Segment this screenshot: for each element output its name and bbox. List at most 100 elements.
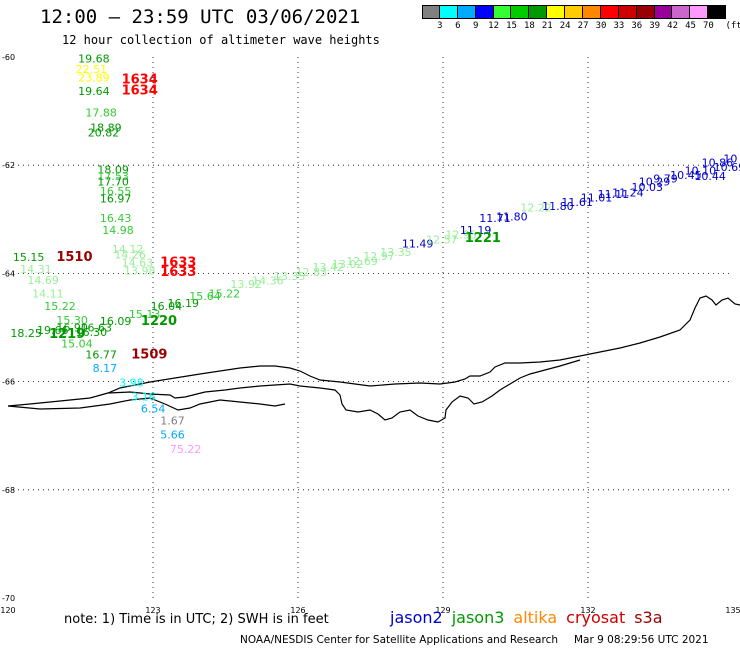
color-swatch — [672, 5, 691, 19]
color-scale-label: 21 — [541, 21, 553, 31]
color-swatch — [547, 5, 566, 19]
wave-height-label: 12.69 — [346, 255, 378, 268]
wave-height-label: 10.69 — [714, 161, 740, 174]
wave-height-label: 13.02 — [332, 258, 364, 271]
antarctic-coastline — [7, 295, 740, 423]
graticule-grid — [8, 57, 733, 598]
wave-height-label: 18.89 — [90, 121, 122, 134]
color-scale-label: 18 — [523, 21, 535, 31]
wave-height-label: 15.30 — [56, 314, 87, 327]
color-swatch — [439, 5, 458, 19]
wave-height-label: 18.09 — [97, 164, 128, 177]
color-scale-label: 30 — [595, 21, 607, 31]
wave-height-label: 11.01 — [581, 192, 613, 205]
color-scale-label: 27 — [577, 21, 589, 31]
wave-height-label: 22.51 — [76, 63, 108, 76]
wave-height-label: 16.55 — [100, 185, 132, 198]
color-swatch — [457, 5, 476, 19]
pass-time-label: 1221 — [465, 231, 501, 246]
wave-height-label: 14.31 — [20, 263, 52, 276]
color-swatch — [690, 5, 709, 19]
lat-tick-label: -60 — [2, 53, 15, 62]
wave-height-label: 10.03 — [632, 181, 664, 194]
color-scale-label: 9 — [472, 21, 479, 31]
wave-height-label: 10 — [723, 153, 737, 166]
wave-height-label: 11.80 — [542, 200, 574, 213]
lat-tick-label: -64 — [2, 269, 15, 278]
wave-height-label: 11.80 — [496, 211, 527, 224]
wave-height-label: 16.90 — [56, 322, 87, 335]
ice-shelf-path — [107, 359, 581, 423]
color-scale-bar — [422, 5, 727, 19]
wave-height-label: 11.61 — [561, 196, 593, 209]
pass-time-label: 1634 — [122, 84, 158, 99]
wave-height-label: 3.98 — [119, 377, 143, 390]
lon-tick-label: 132 — [580, 606, 595, 615]
wave-height-label: 16.63 — [81, 322, 113, 335]
color-swatch — [493, 5, 512, 19]
wave-height-label: 11.71 — [479, 212, 511, 225]
wave-height-label: 23.89 — [78, 72, 110, 85]
wave-height-label: 16.30 — [76, 326, 108, 339]
wave-height-label: 17.70 — [97, 175, 128, 188]
wave-height-label: 10.86 — [702, 156, 734, 169]
lat-tick-label: -66 — [2, 378, 15, 387]
color-scale-label: 15 — [506, 21, 517, 31]
lon-tick-label: 135 — [725, 606, 740, 615]
wave-height-label: 12.83 — [296, 266, 328, 279]
wave-height-label: 18.25 — [10, 327, 42, 340]
wave-height-label: 13.42 — [313, 261, 345, 274]
satellite-legend: jason2 jason3 altika cryosat s3a — [390, 608, 672, 627]
pass-time-label: 1634 — [122, 73, 158, 88]
color-scale-label: 42 — [667, 21, 679, 31]
wave-height-label: 20.82 — [88, 127, 120, 140]
wave-height-label: 9.79 — [653, 173, 678, 186]
wave-height-label: 10.45 — [670, 169, 702, 182]
wave-height-label: 13.92 — [230, 278, 261, 291]
wave-height-label: 14.12 — [112, 243, 143, 256]
wave-height-label: 11.49 — [402, 238, 434, 251]
wave-height-label: 12.97 — [363, 250, 395, 263]
color-scale-label: 70 — [702, 21, 714, 31]
credit-line: NOAA/NESDIS Center for Satellite Applica… — [240, 634, 709, 646]
lat-tick-label: -68 — [2, 486, 15, 495]
timestamp: Mar 9 08:29:56 UTC 2021 — [574, 634, 709, 646]
wave-height-label: 15.64 — [189, 290, 221, 303]
wave-height-label: 1.67 — [160, 415, 185, 428]
color-scale-unit: (ft) — [725, 21, 740, 31]
color-scale-label: 24 — [559, 21, 571, 31]
satellite-legend-item: altika — [513, 608, 558, 627]
color-swatch — [618, 5, 637, 19]
wave-height-label: 15.15 — [13, 251, 45, 264]
wave-height-label: 12.95 — [445, 228, 477, 241]
wave-height-label: 17.88 — [85, 107, 117, 120]
wave-height-label: 6.54 — [141, 403, 166, 416]
lon-tick-label: 126 — [290, 606, 305, 615]
wave-height-label: 75.22 — [170, 443, 202, 456]
lat-tick-label: -70 — [2, 594, 15, 603]
color-swatch — [511, 5, 530, 19]
coastline-west-path — [7, 397, 286, 411]
footnote: note: 1) Time is in UTC; 2) SWH is in fe… — [64, 612, 329, 627]
color-scale-label: 3 — [437, 21, 443, 31]
wave-height-label: 10.44 — [694, 170, 726, 183]
wave-height-label: 17.53 — [97, 170, 128, 183]
axis-tick-labels: -60 -62 -64 -66 -68 -70 120 123 126 129 132 135 — [0, 53, 740, 615]
wave-height-label: 13.35 — [380, 246, 412, 259]
pass-time-label: 1219 — [49, 327, 85, 342]
wave-height-label: 14.98 — [102, 224, 134, 237]
color-scale-label: 36 — [631, 21, 643, 31]
map-subtitle: 12 hour collection of altimeter wave hei… — [62, 33, 380, 47]
color-swatch — [565, 5, 584, 19]
wave-height-label: 16.04 — [151, 300, 183, 313]
wave-height-label: 12.57 — [426, 233, 458, 246]
pass-time-label: 1220 — [141, 314, 177, 329]
color-swatch — [422, 5, 440, 19]
lon-tick-label: 123 — [145, 606, 160, 615]
wave-height-label: 13.35 — [274, 270, 306, 283]
pass-time-label: 1509 — [131, 348, 167, 363]
wave-height-label: 14.63 — [122, 257, 154, 270]
color-scale-label: 12 — [488, 21, 500, 31]
coastline-path — [7, 295, 740, 407]
